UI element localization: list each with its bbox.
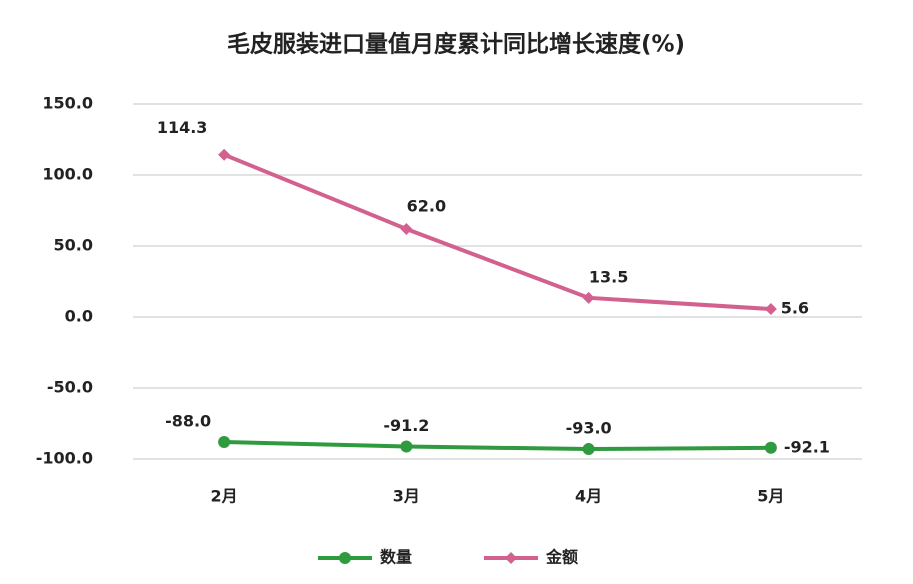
x-tick-label: 5月: [757, 487, 784, 506]
y-tick-label: -50.0: [47, 378, 93, 397]
data-label: 5.6: [781, 299, 809, 318]
x-tick-label: 3月: [393, 487, 420, 506]
x-tick-label: 2月: [211, 487, 238, 506]
data-point: [764, 441, 777, 454]
x-tick-label: 4月: [575, 487, 602, 506]
data-label: 62.0: [407, 196, 446, 215]
data-label: -88.0: [165, 411, 211, 430]
data-point: [582, 443, 595, 456]
data-point: [400, 222, 413, 235]
y-tick-label: -100.0: [36, 449, 93, 468]
data-point: [764, 303, 777, 316]
y-tick-label: 100.0: [42, 165, 93, 184]
data-label: -92.1: [784, 437, 830, 456]
y-tick-label: 0.0: [65, 307, 93, 326]
data-point: [218, 435, 231, 448]
data-point: [400, 440, 413, 453]
legend-marker: [505, 552, 517, 564]
data-label: 13.5: [589, 267, 628, 286]
series-line: [224, 439, 771, 452]
legend-marker: [339, 552, 351, 564]
data-point: [582, 291, 595, 304]
legend-label: 数量: [380, 548, 412, 567]
chart-title: 毛皮服装进口量值月度累计同比增长速度(%): [227, 31, 685, 58]
y-tick-label: 50.0: [54, 236, 93, 255]
data-point: [218, 148, 231, 161]
legend-label: 金额: [545, 548, 578, 567]
data-label: 114.3: [157, 118, 208, 137]
data-label: -93.0: [566, 419, 612, 438]
y-tick-label: 150.0: [42, 94, 93, 113]
series-line: [223, 152, 771, 312]
data-label: -91.2: [383, 416, 429, 435]
